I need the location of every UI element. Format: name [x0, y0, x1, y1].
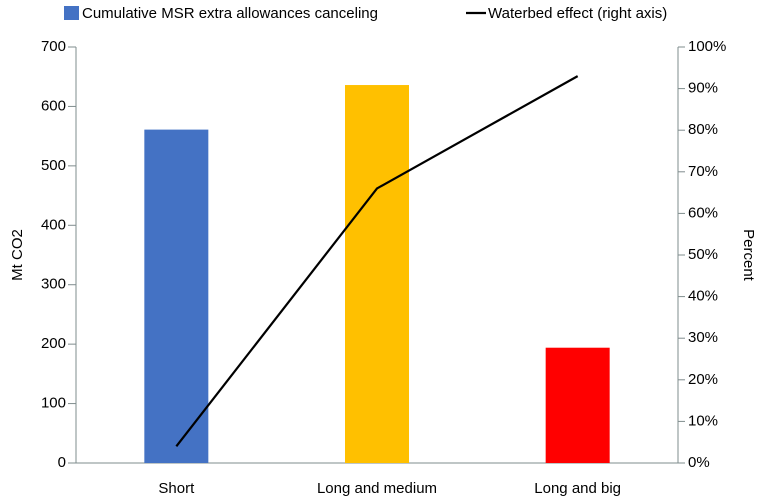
bar [144, 129, 209, 463]
y-tick-label: 400 [41, 216, 66, 233]
bar [345, 85, 409, 463]
y2-tick-label: 50% [688, 246, 718, 263]
y2-tick-label: 90% [688, 80, 718, 97]
y2-tick-label: 70% [688, 163, 718, 180]
legend-label: Waterbed effect (right axis) [488, 5, 667, 22]
y-tick-label: 600 [41, 97, 66, 114]
y2-tick-label: 100% [688, 38, 726, 55]
y2-tick-label: 10% [688, 412, 718, 429]
y-tick-label: 0 [58, 454, 66, 471]
y-tick-label: 700 [41, 38, 66, 55]
y2-tick-label: 30% [688, 329, 718, 346]
legend-swatch [64, 6, 79, 20]
y2-tick-label: 60% [688, 204, 718, 221]
y2-axis-label: Percent [740, 229, 757, 282]
x-tick-label: Short [158, 480, 195, 497]
y-axis-label: Mt CO2 [9, 229, 26, 281]
y-tick-label: 100 [41, 395, 66, 412]
x-tick-label: Long and big [534, 480, 621, 497]
y-tick-label: 200 [41, 335, 66, 352]
line-series [175, 75, 579, 448]
y2-tick-label: 20% [688, 371, 718, 388]
y-tick-label: 300 [41, 276, 66, 293]
y2-tick-label: 80% [688, 121, 718, 138]
y2-tick-label: 0% [688, 454, 710, 471]
y2-tick-label: 40% [688, 288, 718, 305]
bar [545, 347, 610, 463]
legend-label: Cumulative MSR extra allowances cancelin… [82, 5, 378, 22]
x-tick-label: Long and medium [317, 480, 437, 497]
y-tick-label: 500 [41, 157, 66, 174]
